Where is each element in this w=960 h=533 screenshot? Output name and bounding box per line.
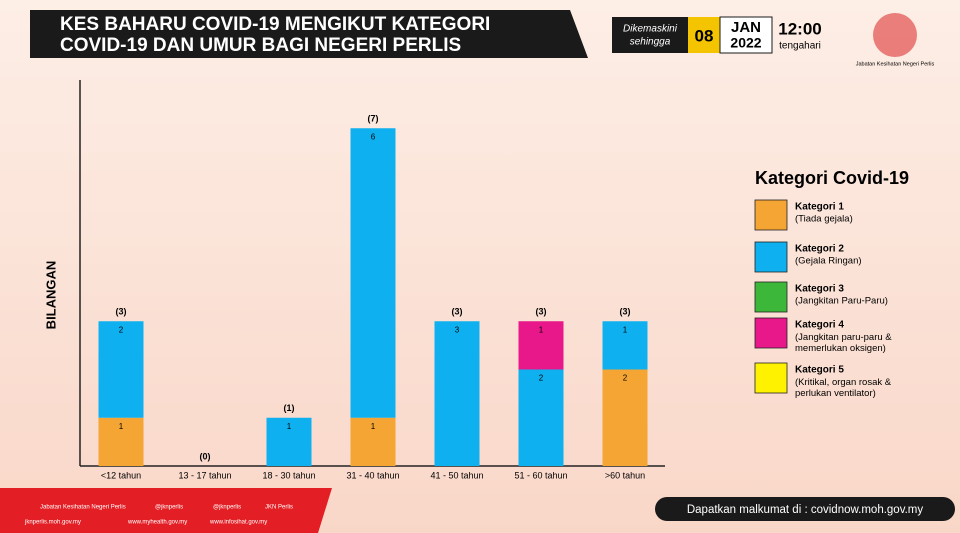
segment-label: 1	[539, 325, 544, 334]
legend-description: (Jangkitan Paru-Paru)	[795, 296, 888, 307]
footer-site: www.myhealth.gov.my	[127, 520, 187, 526]
total-label: (3)	[116, 307, 127, 317]
y-axis-label: BILANGAN	[43, 261, 58, 330]
x-tick-label: 41 - 50 tahun	[430, 470, 483, 480]
bar-segment	[350, 128, 396, 418]
legend-description: (Gejala Ringan)	[795, 256, 862, 267]
total-label: (3)	[452, 307, 463, 317]
time: 12:00	[778, 19, 821, 38]
footer-twitter: @jknperlis	[155, 505, 183, 511]
segment-label: 1	[119, 422, 124, 431]
total-label: (0)	[200, 451, 211, 461]
legend-swatch	[754, 199, 788, 231]
legend-title: Kategori Covid-19	[755, 168, 909, 188]
bar-segment	[518, 321, 564, 370]
x-tick-label: >60 tahun	[605, 470, 645, 480]
agency: Jabatan Kesihatan Negeri Perlis	[856, 61, 935, 67]
logo	[873, 13, 917, 57]
bar-segment	[98, 321, 144, 418]
footer-facebook: Jabatan Kesihatan Negeri Perlis	[40, 505, 126, 511]
x-tick-label: 18 - 30 tahun	[262, 470, 315, 480]
info-pill	[655, 497, 955, 521]
updated-box	[612, 17, 688, 53]
footer-instagram: @jknperlis	[213, 505, 241, 511]
total-label: (7)	[368, 114, 379, 124]
segment-label: 3	[455, 325, 460, 334]
total-label: (3)	[536, 307, 547, 317]
title: KES BAHARU COVID-19 MENGIKUT KATEGORI	[60, 14, 490, 35]
x-tick-label: <12 tahun	[101, 470, 141, 480]
legend-name: Kategori 4	[795, 320, 844, 331]
segment-label: 2	[623, 374, 628, 383]
total-label: (3)	[620, 307, 631, 317]
day-box	[688, 17, 720, 53]
bar-segment	[518, 369, 564, 466]
legend-swatch	[754, 281, 788, 313]
legend-name: Kategori 2	[795, 244, 844, 255]
month-box	[719, 16, 773, 54]
footer-site: www.infosihat.gov.my	[209, 520, 267, 526]
legend-swatch	[754, 317, 788, 349]
bar-segment	[350, 417, 396, 466]
info: Dapatkan malkumat di : covidnow.moh.gov.…	[687, 504, 924, 516]
footer-site: jknperlis.moh.gov.my	[24, 520, 81, 526]
x-tick-label: 31 - 40 tahun	[346, 470, 399, 480]
bar-segment	[434, 321, 480, 466]
legend-swatch	[754, 241, 788, 273]
updated-label: Dikemaskini	[623, 24, 678, 35]
legend-description: (Tiada gejala)	[795, 214, 853, 225]
segment-label: 6	[371, 132, 376, 141]
bar-segment	[266, 417, 312, 466]
legend-description: (Kritikal, organ rosak & perlukan ventila…	[795, 377, 892, 399]
month: JAN	[731, 19, 761, 36]
legend-name: Kategori 5	[795, 365, 844, 376]
legend-name: Kategori 1	[795, 202, 844, 213]
legend-name: Kategori 3	[795, 284, 844, 295]
title-banner	[30, 10, 588, 58]
footer-banner	[0, 488, 332, 533]
total-label: (1)	[284, 403, 295, 413]
day: 08	[695, 26, 714, 45]
segment-label: 1	[287, 422, 292, 431]
segment-label: 2	[119, 325, 124, 334]
legend-description: (Jangkitan paru-paru & memerlukan oksigen…	[795, 332, 892, 354]
title: COVID-19 DAN UMUR BAGI NEGERI PERLIS	[60, 35, 461, 56]
updated-label: sehingga	[630, 37, 671, 48]
bar-segment	[602, 321, 648, 370]
footer-youtube: JKN Perlis	[265, 505, 293, 511]
x-tick-label: 51 - 60 tahun	[514, 470, 567, 480]
segment-label: 2	[539, 374, 544, 383]
bar-segment	[98, 417, 144, 466]
segment-label: 1	[623, 325, 628, 334]
legend-swatch	[754, 362, 788, 394]
year: 2022	[730, 35, 761, 51]
segment-label: 1	[371, 422, 376, 431]
time-note: tengahari	[779, 41, 821, 52]
x-tick-label: 13 - 17 tahun	[178, 470, 231, 480]
bar-segment	[602, 369, 648, 466]
